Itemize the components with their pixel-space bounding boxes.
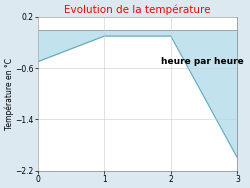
Y-axis label: Température en °C: Température en °C <box>4 58 14 130</box>
Text: heure par heure: heure par heure <box>161 57 244 66</box>
Title: Evolution de la température: Evolution de la température <box>64 4 211 15</box>
